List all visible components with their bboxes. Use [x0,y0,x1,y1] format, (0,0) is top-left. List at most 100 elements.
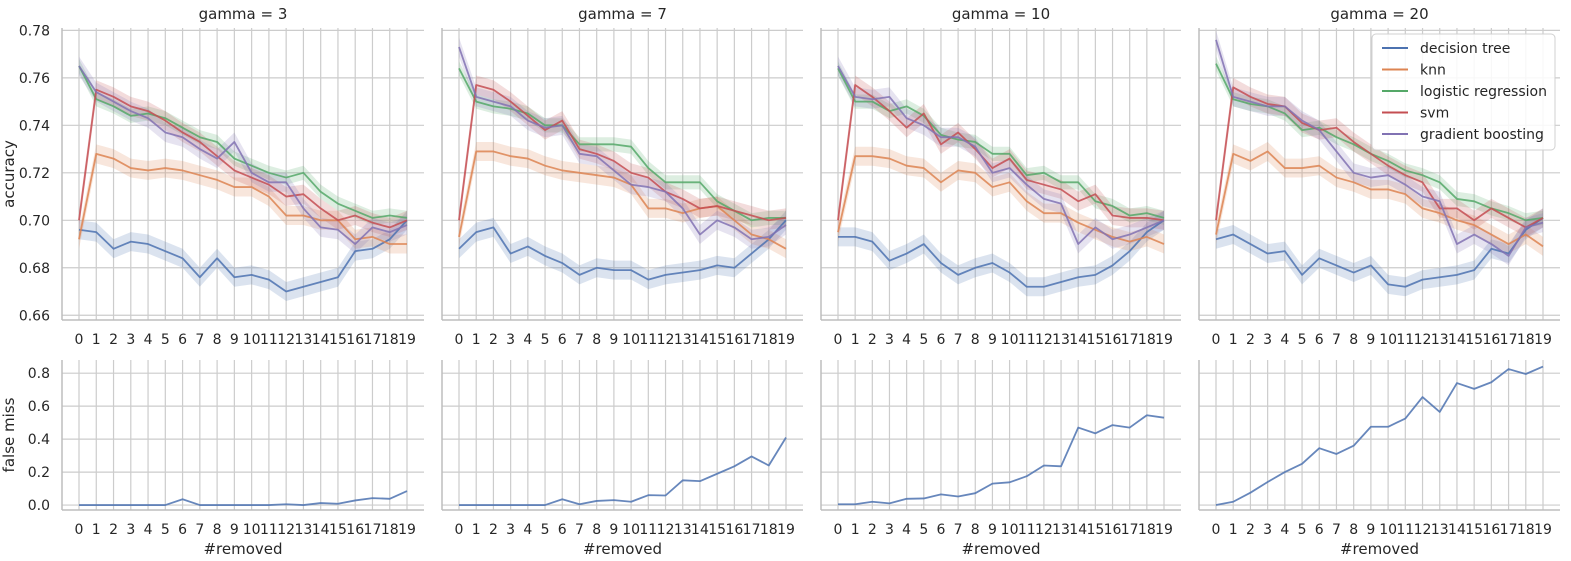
confidence-band-knn [79,144,407,254]
x-tick-label: 2 [489,522,498,538]
confidence-band-logistic-regression [1216,56,1543,228]
x-tick-label: 1 [472,332,481,348]
x-axis-label: #removed [1340,540,1419,558]
x-tick-label: 14 [312,332,330,348]
x-tick-label: 14 [1448,522,1466,538]
x-tick-label: 4 [1280,332,1289,348]
y-tick-label: 0.2 [28,465,50,481]
x-tick-label: 15 [708,332,726,348]
x-tick-label: 7 [954,522,963,538]
legend-entry: knn [1420,63,1446,79]
x-tick-label: 0 [834,332,843,348]
x-tick-label: 0 [75,522,84,538]
x-tick-label: 9 [609,332,618,348]
confidence-band-logistic-regression [838,61,1164,226]
x-tick-label: 1 [92,332,101,348]
legend-entry: decision tree [1420,41,1510,57]
x-tick-label: 17 [1500,332,1518,348]
x-tick-label: 13 [295,522,313,538]
panel-title: gamma = 20 [1330,5,1428,23]
x-tick-label: 11 [260,522,278,538]
legend-frame [1371,33,1556,151]
x-tick-label: 4 [902,522,911,538]
confidence-band-decision-tree [838,210,1164,297]
confidence-band-knn [1216,141,1543,256]
series-line-knn [837,155,1165,245]
x-tick-label: 8 [971,522,980,538]
x-tick-label: 14 [1448,332,1466,348]
series-line-gradient-boosting [837,65,1165,245]
x-tick-label: 3 [126,332,135,348]
x-tick-label: 13 [674,522,692,538]
y-axis-label: accuracy [0,140,18,208]
series-line-knn [458,150,787,250]
x-tick-label: 18 [1517,522,1535,538]
x-tick-label: 13 [1052,332,1070,348]
series-line-decision-tree [838,414,1165,506]
x-tick-label: 12 [657,522,675,538]
x-tick-label: 10 [243,332,261,348]
x-tick-label: 19 [1155,522,1173,538]
x-tick-label: 18 [381,522,399,538]
x-tick-label: 9 [1366,522,1375,538]
x-tick-label: 6 [1315,332,1324,348]
x-tick-label: 15 [329,522,347,538]
x-tick-label: 18 [1138,522,1156,538]
series-line-logistic-regression [837,67,1165,219]
x-tick-label: 18 [1517,332,1535,348]
x-tick-label: 0 [455,332,464,348]
x-tick-label: 17 [364,522,382,538]
x-tick-label: 12 [1035,522,1053,538]
x-tick-label: 1 [851,522,860,538]
series-line-gradient-boosting [458,46,787,241]
series-line-svm [1215,86,1544,229]
x-tick-label: 7 [195,332,204,348]
x-tick-label: 17 [743,522,761,538]
x-tick-label: 15 [1086,332,1104,348]
x-tick-label: 4 [144,522,153,538]
y-tick-label: 0.0 [28,498,50,514]
x-tick-label: 1 [1229,522,1238,538]
x-tick-label: 19 [398,522,416,538]
x-tick-label: 19 [777,332,795,348]
x-tick-label: 8 [592,522,601,538]
x-tick-label: 9 [230,332,239,348]
x-tick-label: 10 [1001,332,1019,348]
x-tick-label: 2 [868,332,877,348]
x-tick-label: 11 [639,522,657,538]
x-tick-label: 16 [725,332,743,348]
x-axis-label: #removed [583,540,662,558]
x-tick-label: 13 [1052,522,1070,538]
x-tick-label: 0 [1212,332,1221,348]
x-axis-label: #removed [203,540,282,558]
x-tick-label: 11 [260,332,278,348]
series-line-decision-tree [458,219,787,281]
y-tick-label: 0.66 [19,308,50,324]
x-tick-label: 10 [622,332,640,348]
x-tick-label: 6 [936,522,945,538]
x-tick-label: 16 [1104,522,1122,538]
x-tick-label: 6 [1315,522,1324,538]
x-tick-label: 2 [489,332,498,348]
x-tick-label: 6 [558,332,567,348]
x-tick-label: 6 [936,332,945,348]
legend: decision tree knn logistic regression svm gr… [1371,33,1556,151]
x-tick-label: 18 [760,332,778,348]
series-line-knn [78,152,407,245]
y-tick-label: 0.76 [19,71,50,87]
x-tick-label: 17 [743,332,761,348]
x-tick-label: 8 [1349,522,1358,538]
x-tick-label: 11 [639,332,657,348]
series-line-svm [78,88,408,229]
x-tick-label: 13 [1431,522,1449,538]
x-tick-label: 13 [674,332,692,348]
x-tick-label: 7 [575,522,584,538]
x-tick-label: 5 [541,522,550,538]
x-tick-label: 17 [364,332,382,348]
y-tick-label: 0.72 [19,166,50,182]
x-tick-label: 3 [126,522,135,538]
x-tick-label: 14 [312,522,330,538]
